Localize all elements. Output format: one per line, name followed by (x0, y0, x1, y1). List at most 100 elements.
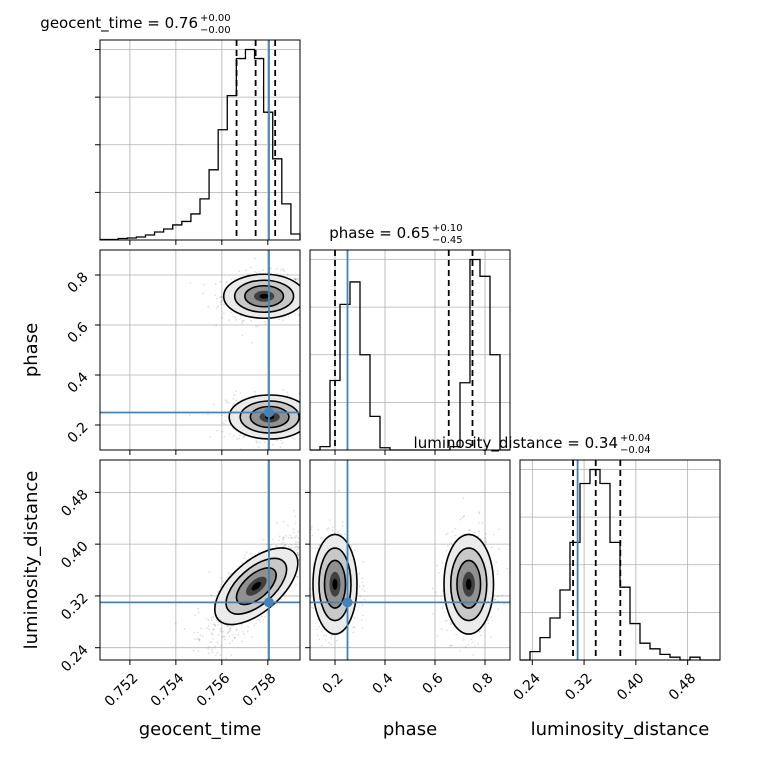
sample-point (296, 551, 299, 554)
sample-point (307, 565, 309, 567)
sample-point (297, 530, 299, 533)
sample-point (224, 415, 227, 418)
sample-point (221, 414, 224, 417)
sample-point (283, 270, 286, 272)
sample-point (219, 586, 221, 588)
sample-point (224, 399, 227, 402)
sample-point (432, 612, 435, 615)
sample-point (215, 324, 218, 327)
sample-point (290, 543, 293, 546)
sample-point (470, 638, 473, 640)
sample-point (503, 602, 505, 605)
sample-point (308, 421, 310, 423)
sample-point (362, 585, 365, 588)
sample-point (361, 577, 364, 580)
sample-point (209, 641, 212, 643)
sample-point (338, 490, 341, 492)
sample-point (195, 662, 197, 664)
sample-point (303, 413, 305, 415)
sample-point (316, 634, 319, 637)
sample-point (293, 277, 295, 280)
sample-point (225, 281, 227, 284)
sample-point (221, 421, 224, 424)
ytick-label-luminosity_distance-0: 0.24 (58, 642, 91, 675)
sample-point (276, 439, 279, 442)
sample-point (235, 628, 238, 631)
sample-point (318, 411, 320, 413)
contour-2-1-1 (449, 547, 488, 622)
xtick-label-luminosity_distance-0: 0.24 (511, 670, 544, 703)
sample-point (312, 563, 315, 566)
sample-point (301, 300, 303, 302)
hist-title-geocent_time: geocent_time = 0.76 (40, 14, 198, 33)
sample-point (335, 639, 338, 642)
sample-point (362, 560, 365, 563)
sample-point (232, 633, 235, 636)
sample-point (243, 434, 246, 437)
sample-point (501, 594, 504, 597)
sample-point (312, 520, 314, 522)
ytick-label-luminosity_distance-2: 0.40 (58, 538, 91, 571)
sample-point (493, 598, 496, 601)
sample-point (339, 533, 342, 535)
hist-title-minus-geocent_time: −0.00 (200, 25, 231, 36)
xtick-label-phase-0: 0.2 (320, 670, 347, 697)
sample-point (271, 443, 274, 446)
sample-point (308, 403, 310, 405)
sample-point (301, 286, 303, 288)
sample-point (305, 417, 307, 419)
sample-point (219, 654, 222, 656)
sample-point (221, 299, 223, 302)
sample-point (458, 650, 461, 652)
sample-point (295, 535, 298, 538)
sample-point (305, 425, 307, 427)
sample-point (234, 278, 237, 281)
sample-point (443, 611, 446, 613)
sample-point (249, 273, 252, 275)
sample-point (497, 570, 499, 572)
sample-point (467, 528, 470, 531)
sample-point (235, 629, 238, 632)
sample-point (219, 296, 222, 298)
sample-point (306, 421, 308, 423)
sample-point (272, 538, 274, 541)
sample-point (282, 319, 285, 322)
sample-point (214, 294, 217, 297)
sample-point (300, 560, 302, 562)
sample-point (235, 318, 237, 321)
sample-point (207, 305, 210, 308)
sample-point (454, 527, 456, 530)
xaxis-label-luminosity_distance: luminosity_distance (531, 719, 710, 740)
sample-point (314, 315, 316, 317)
sample-point (311, 325, 313, 327)
sample-point (281, 441, 284, 444)
sample-point (468, 529, 471, 532)
sample-point (210, 619, 213, 621)
sample-point (303, 538, 305, 540)
sample-point (441, 589, 444, 592)
sample-point (305, 541, 307, 543)
ytick-label-phase-3: 0.8 (65, 269, 92, 296)
hist-title-value-luminosity_distance: 0.34 (585, 434, 618, 452)
sample-point (207, 652, 210, 655)
sample-point (306, 541, 308, 543)
sample-point (358, 585, 361, 587)
sample-point (215, 619, 218, 622)
sample-point (207, 413, 209, 416)
sample-point (294, 278, 296, 280)
sample-point (297, 536, 300, 539)
sample-point (222, 630, 225, 633)
sample-point (230, 278, 233, 281)
sample-point (361, 627, 364, 630)
sample-point (303, 406, 305, 408)
sample-point (300, 542, 302, 544)
contour-2-1-2 (456, 559, 482, 609)
sample-point (233, 636, 236, 639)
sample-point (320, 536, 323, 539)
sample-point (307, 286, 309, 288)
sample-point (487, 622, 490, 625)
sample-point (286, 391, 289, 394)
sample-point (241, 319, 244, 322)
sample-point (294, 536, 296, 539)
sample-point (250, 319, 253, 322)
